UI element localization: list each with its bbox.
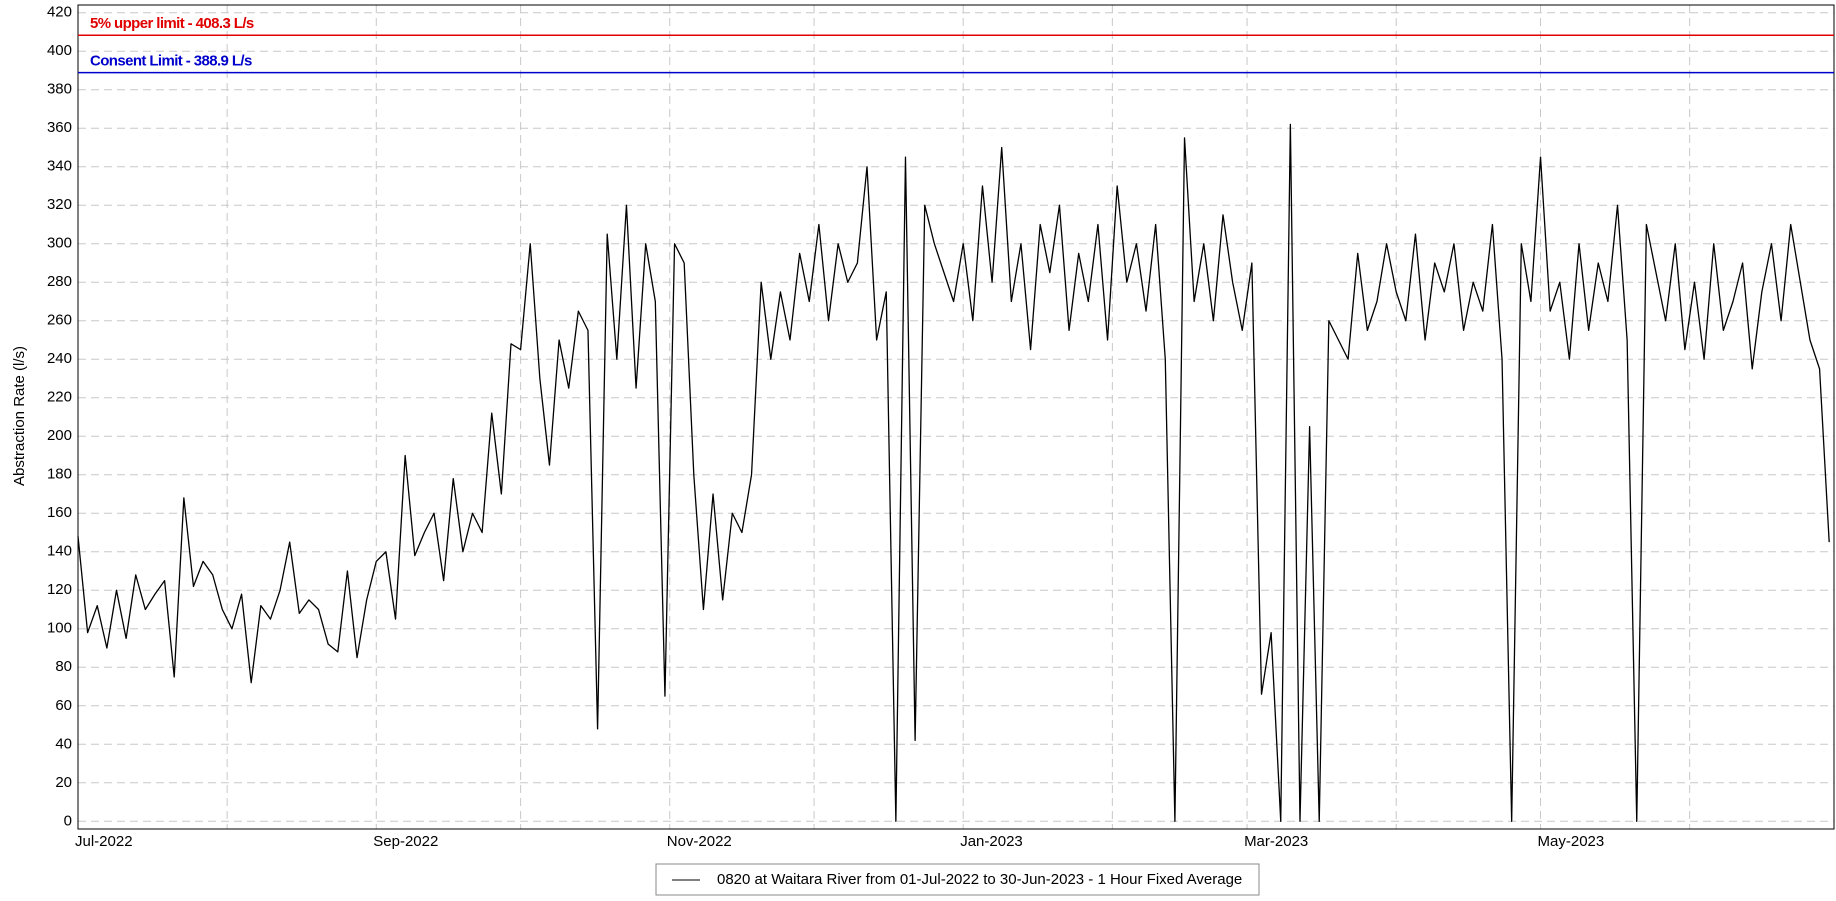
y-tick-label: 160: [47, 504, 72, 521]
x-tick-label: Jul-2022: [75, 833, 133, 850]
y-tick-label: 260: [47, 312, 72, 329]
y-tick-label: 240: [47, 350, 72, 367]
x-tick-label: Sep-2022: [373, 833, 438, 850]
y-tick-label: 340: [47, 158, 72, 175]
y-tick-label: 0: [64, 812, 72, 829]
data-line: [77, 123, 1830, 822]
y-tick-label: 200: [47, 427, 72, 444]
y-tick-label: 220: [47, 389, 72, 406]
x-tick-label: May-2023: [1538, 833, 1605, 850]
y-tick-label: 100: [47, 620, 72, 637]
plot-frame: [77, 4, 1835, 830]
x-tick-label: Jan-2023: [960, 833, 1023, 850]
y-tick-label: 320: [47, 196, 72, 213]
y-tick-label: 180: [47, 466, 72, 483]
y-tick-label: 380: [47, 81, 72, 98]
y-tick-label: 140: [47, 543, 72, 560]
y-tick-label: 40: [55, 735, 72, 752]
y-tick-label: 80: [55, 658, 72, 675]
legend-box: [655, 863, 1260, 896]
x-tick-label: Mar-2023: [1244, 833, 1308, 850]
x-tick-label: Nov-2022: [667, 833, 732, 850]
y-tick-label: 120: [47, 581, 72, 598]
y-tick-label: 400: [47, 42, 72, 59]
y-tick-label: 420: [47, 4, 72, 21]
y-tick-label: 280: [47, 273, 72, 290]
reference-label: Consent Limit - 388.9 L/s: [90, 53, 252, 70]
y-tick-label: 60: [55, 697, 72, 714]
y-tick-label: 20: [55, 774, 72, 791]
y-tick-label: 360: [47, 119, 72, 136]
y-axis-label: Abstraction Rate (l/s): [11, 346, 28, 486]
y-tick-label: 300: [47, 235, 72, 252]
legend-label: 0820 at Waitara River from 01-Jul-2022 t…: [717, 871, 1242, 888]
reference-label: 5% upper limit - 408.3 L/s: [90, 15, 254, 32]
